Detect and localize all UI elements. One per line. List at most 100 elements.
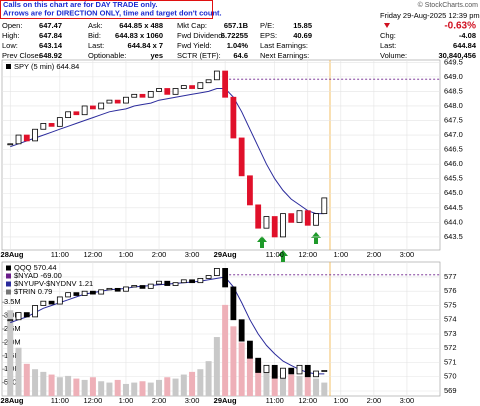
volume-bar bbox=[106, 382, 113, 396]
candle bbox=[98, 289, 105, 295]
quote-label: Last: bbox=[88, 41, 104, 50]
quote-label: Bid: bbox=[88, 31, 101, 40]
moving-average bbox=[10, 276, 325, 375]
volume-tick-label: 3.5M bbox=[4, 297, 21, 306]
volume-bar bbox=[98, 381, 105, 396]
candle bbox=[56, 296, 63, 305]
candle bbox=[123, 96, 129, 104]
candle bbox=[164, 280, 171, 286]
notice: Calls on this chart are for DAY TRADE on… bbox=[3, 0, 157, 9]
y-tick-label: 644.0 bbox=[444, 217, 463, 226]
candle bbox=[271, 364, 278, 379]
candle bbox=[131, 93, 138, 98]
x-tick-label: 11:00 bbox=[266, 250, 284, 259]
volume-bar bbox=[7, 310, 14, 396]
volume-bar bbox=[32, 369, 39, 396]
quote-label: Open: bbox=[2, 21, 22, 30]
x-tick-label: 1:00 bbox=[334, 250, 349, 259]
candle bbox=[65, 292, 72, 298]
y-tick-label: 644.5 bbox=[444, 203, 463, 212]
volume-bar bbox=[15, 347, 22, 396]
candle bbox=[288, 213, 295, 223]
volume-bar bbox=[238, 342, 245, 396]
up-arrow bbox=[311, 232, 321, 244]
volume-bar bbox=[263, 369, 270, 396]
volume-bar bbox=[230, 326, 237, 396]
notice: Arrows are for DIRECTION ONLY, time and … bbox=[3, 8, 222, 17]
candle bbox=[7, 143, 14, 146]
volume-bar bbox=[205, 361, 212, 396]
candle bbox=[280, 367, 286, 379]
y-tick-label: 648.0 bbox=[444, 101, 463, 110]
volume-bar bbox=[180, 374, 187, 396]
quote-value: 644.84 x 7 bbox=[128, 41, 163, 50]
up-arrow bbox=[257, 236, 267, 248]
quote-label: Low: bbox=[2, 41, 18, 50]
candle bbox=[172, 282, 179, 286]
candle bbox=[40, 123, 47, 130]
candle bbox=[56, 117, 63, 127]
quote-label: Chg: bbox=[380, 31, 396, 40]
x-tick-label: 28Aug bbox=[1, 250, 24, 259]
x-tick-label: 28Aug bbox=[1, 396, 24, 405]
volume-bar bbox=[65, 375, 72, 396]
volume-bar bbox=[81, 379, 88, 396]
quote-value: 1.04% bbox=[227, 41, 249, 50]
x-tick-label: 11:00 bbox=[51, 396, 69, 405]
quote-label: High: bbox=[2, 31, 20, 40]
candle bbox=[172, 88, 179, 95]
legend-swatch bbox=[6, 289, 11, 295]
candle bbox=[205, 79, 212, 84]
candle bbox=[263, 364, 270, 373]
quote-label: SCTR (ETF): bbox=[177, 51, 221, 60]
volume-bar bbox=[139, 381, 146, 396]
quote-value: 644.83 x 1060 bbox=[115, 31, 163, 40]
candle bbox=[32, 128, 38, 142]
candle bbox=[65, 111, 72, 119]
x-tick-label: 12:00 bbox=[298, 396, 317, 405]
quote-label: Ask: bbox=[88, 21, 103, 30]
candle bbox=[238, 137, 245, 177]
quote-value: -4.08 bbox=[459, 31, 476, 40]
legend-swatch bbox=[6, 64, 11, 69]
volume-bar bbox=[172, 378, 179, 396]
x-tick-label: 2:00 bbox=[367, 396, 382, 405]
candle bbox=[48, 123, 55, 127]
quote-value: 644.85 x 488 bbox=[119, 21, 163, 30]
y-tick-label: 571 bbox=[444, 357, 457, 366]
quote-value: 657.1B bbox=[224, 21, 249, 30]
y-tick-label: 645.0 bbox=[444, 188, 463, 197]
x-tick-label: 3:00 bbox=[185, 250, 200, 259]
candle bbox=[280, 213, 286, 238]
quote-value: 40.69 bbox=[293, 31, 312, 40]
candle bbox=[197, 277, 204, 284]
candle bbox=[222, 268, 229, 288]
candle bbox=[321, 197, 328, 215]
candle bbox=[139, 285, 146, 289]
candle bbox=[296, 210, 303, 223]
volume-bar bbox=[114, 379, 121, 396]
volume-bar bbox=[296, 375, 303, 396]
candle bbox=[271, 216, 278, 238]
candle bbox=[131, 285, 138, 288]
candle bbox=[139, 93, 146, 98]
x-tick-label: 12:00 bbox=[84, 250, 103, 259]
x-tick-label: 3:00 bbox=[400, 250, 415, 259]
candle bbox=[156, 280, 162, 285]
volume-bar bbox=[213, 337, 220, 396]
candle bbox=[205, 275, 212, 279]
candle bbox=[7, 319, 14, 322]
volume-bar bbox=[156, 379, 163, 396]
candle bbox=[40, 300, 47, 306]
date: Friday 29-Aug-2025 12:39 pm bbox=[380, 11, 480, 20]
quote-value: 64.6 bbox=[233, 51, 248, 60]
y-tick-label: 573 bbox=[444, 329, 457, 338]
y-tick-label: 572 bbox=[444, 343, 457, 352]
x-tick-label: 1:00 bbox=[119, 250, 134, 259]
volume-bar bbox=[122, 383, 129, 396]
candle bbox=[106, 287, 113, 291]
quote-label: Next Earnings: bbox=[260, 51, 309, 60]
x-tick-label: 29Aug bbox=[214, 396, 237, 405]
volume-bar bbox=[255, 361, 262, 396]
candle bbox=[321, 370, 328, 372]
